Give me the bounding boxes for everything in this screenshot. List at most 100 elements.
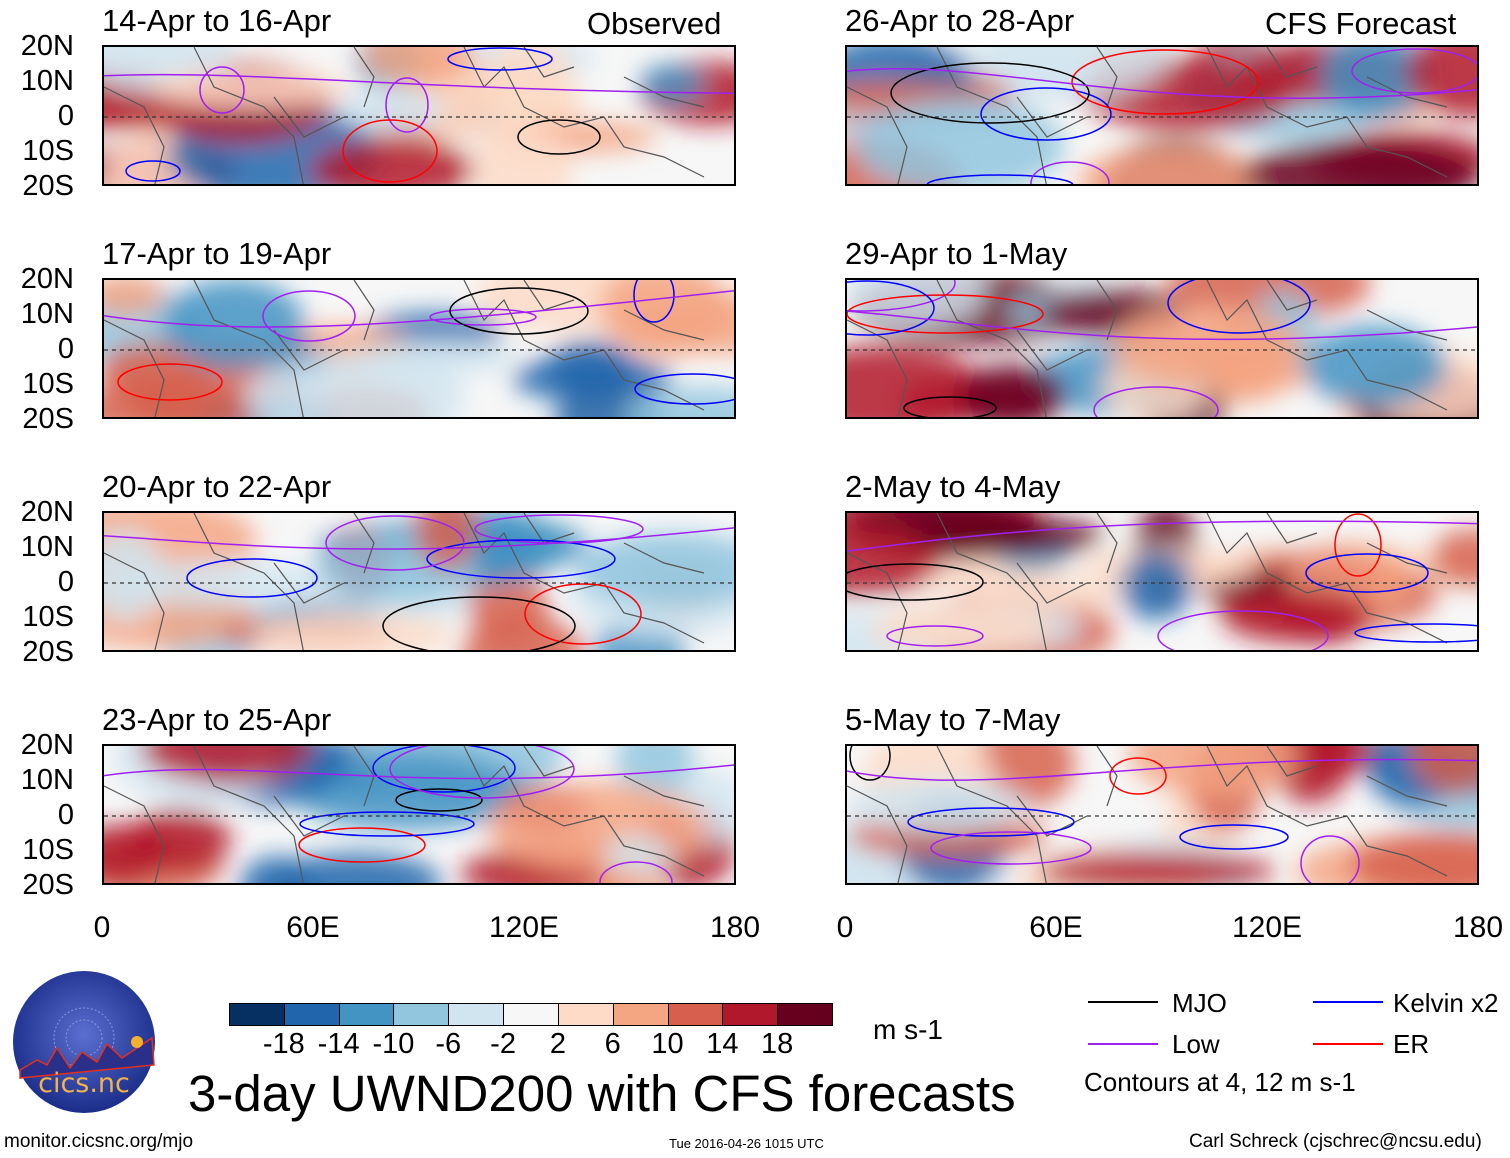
legend-low-line — [1088, 1043, 1158, 1045]
lat-label: 10S — [22, 601, 74, 633]
contour-line — [886, 625, 984, 647]
colorbar-label: 2 — [549, 1028, 566, 1060]
colorbar-label: -6 — [435, 1028, 462, 1060]
wind-anomaly-blob — [251, 612, 455, 650]
contour-line — [980, 87, 1112, 141]
lat-label: 10S — [22, 368, 74, 400]
contour-line — [1305, 553, 1429, 593]
legend-mjo-line — [1088, 1001, 1158, 1003]
contour-line — [1354, 623, 1477, 643]
lat-label: 10N — [20, 764, 74, 796]
contour-line — [449, 287, 589, 335]
colorbar-swatch — [283, 1003, 340, 1026]
cicsnc-logo: cics.nc — [12, 970, 157, 1115]
wind-anomaly-blob — [310, 139, 476, 184]
lat-label: 10S — [22, 834, 74, 866]
contour-line — [372, 746, 516, 793]
forecast-label: CFS Forecast — [1265, 6, 1457, 41]
contour-line — [847, 310, 1477, 341]
wind-anomaly-blob — [1078, 146, 1268, 184]
wind-anomaly-blob — [847, 779, 1028, 833]
lat-label: 20S — [22, 403, 74, 435]
contour-line — [847, 280, 935, 336]
contour-line — [847, 758, 1477, 781]
colorbar-swatch — [448, 1003, 505, 1026]
contour-line — [847, 563, 984, 601]
map-panel — [845, 45, 1479, 186]
lat-label: 20S — [22, 636, 74, 668]
wind-anomaly-blob — [975, 579, 1123, 611]
contour-line — [1167, 280, 1311, 334]
contour-line — [907, 807, 1075, 837]
lat-label: 0 — [57, 100, 74, 132]
contour-line — [926, 174, 1074, 184]
source-url[interactable]: monitor.cicsnc.org/mjo — [4, 1131, 194, 1152]
colorbar-swatch — [722, 1003, 779, 1026]
figure-title: 3-day UWND200 with CFS forecasts — [188, 1065, 1016, 1122]
panel-title: 14-Apr to 16-Apr — [102, 3, 332, 38]
lat-label: 10S — [22, 135, 74, 167]
colorbar-swatch — [229, 1003, 285, 1026]
colorbar-label: 10 — [651, 1028, 684, 1060]
colorbar-label: 6 — [604, 1028, 621, 1060]
colorbar-swatch — [777, 1003, 833, 1026]
wind-anomaly-blob — [362, 47, 472, 86]
wind-anomaly-blob — [1113, 305, 1301, 389]
contour-line — [104, 764, 734, 780]
contour-line — [117, 363, 223, 401]
colorbar-label: 14 — [706, 1028, 739, 1060]
colorbar-unit: m s-1 — [873, 1014, 943, 1045]
map-panel — [845, 278, 1479, 419]
contour-line — [847, 520, 1477, 552]
lon-label: 60E — [286, 911, 340, 944]
contour-line — [299, 811, 475, 837]
contour-line — [389, 746, 575, 799]
colorbar-swatch — [612, 1003, 669, 1026]
contour-line — [524, 583, 642, 645]
contour-line — [262, 290, 356, 342]
wind-anomaly-blob — [111, 560, 333, 606]
lat-label: 10N — [20, 65, 74, 97]
wind-anomaly-blob — [141, 746, 313, 783]
legend-low-label: Low — [1172, 1029, 1220, 1059]
coastline — [847, 513, 1448, 650]
wind-anomaly-blob — [336, 86, 444, 132]
colorbar-label: -14 — [317, 1028, 360, 1060]
colorbar-swatch — [667, 1003, 724, 1026]
panel-title: 2-May to 4-May — [845, 469, 1061, 504]
colorbar-swatch — [557, 1003, 614, 1026]
wind-anomaly-blob — [1037, 852, 1275, 883]
colorbar-label: 18 — [761, 1028, 794, 1060]
contour-line — [1030, 161, 1110, 184]
wind-anomaly-blob — [1242, 140, 1477, 184]
lat-label: 10N — [20, 531, 74, 563]
contour-line — [385, 77, 429, 133]
legend-kelvin-label: Kelvin x2 — [1393, 988, 1499, 1018]
timestamp: Tue 2016-04-26 1015 UTC — [669, 1136, 824, 1151]
colorbar-swatch — [393, 1003, 450, 1026]
contour-line — [382, 596, 576, 650]
contour-line — [599, 861, 673, 883]
wind-anomaly-blob — [855, 98, 1065, 184]
lon-label: 60E — [1029, 911, 1083, 944]
map-panel — [102, 511, 736, 652]
map-panel — [102, 744, 736, 885]
wind-anomaly-blob — [415, 513, 477, 570]
map-panel — [102, 278, 736, 419]
legend-kelvin-line — [1313, 1001, 1383, 1003]
lat-label: 0 — [57, 799, 74, 831]
legend-er-line — [1313, 1043, 1383, 1045]
wind-anomaly-blob — [472, 126, 574, 184]
wind-anomaly-blob — [624, 387, 734, 417]
coastline — [847, 280, 1448, 417]
legend-er-label: ER — [1393, 1029, 1430, 1059]
colorbar-label: -2 — [490, 1028, 516, 1060]
wind-anomaly-blob — [1304, 325, 1446, 407]
wind-anomaly-blob — [462, 615, 584, 650]
contour-line — [847, 294, 1044, 334]
colorbar-swatch — [503, 1003, 559, 1026]
wind-anomaly-blob — [104, 280, 165, 316]
wind-anomaly-blob — [914, 516, 1104, 556]
contour-line — [395, 788, 483, 812]
lon-label: 120E — [1231, 911, 1303, 944]
